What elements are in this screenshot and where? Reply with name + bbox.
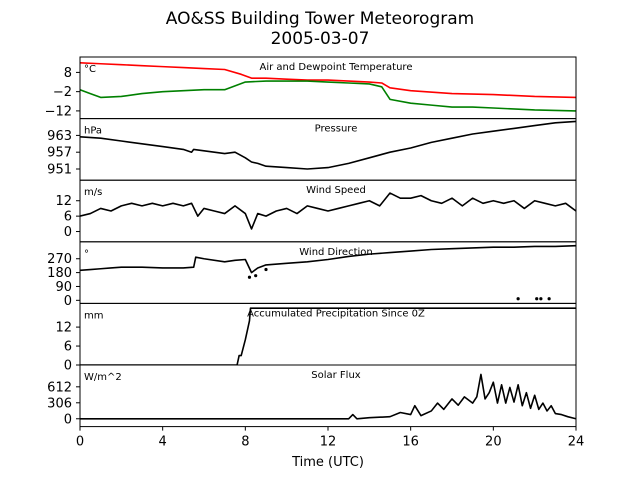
y-tick-label: 270 <box>47 252 72 267</box>
y-tick-label: 0 <box>64 225 72 240</box>
x-tick-label: 12 <box>320 435 337 450</box>
x-tick-label: 20 <box>485 435 502 450</box>
data-point <box>539 297 543 301</box>
x-axis-label: Time (UTC) <box>291 455 364 470</box>
y-tick-label: 0 <box>64 359 72 374</box>
y-tick-label: 8 <box>64 66 72 81</box>
panel-unit: hPa <box>84 126 102 137</box>
y-tick-label: 6 <box>64 340 72 355</box>
panel-unit: W/m^2 <box>84 372 122 383</box>
panel-title: Wind Direction <box>299 247 373 258</box>
y-tick-label: −12 <box>45 104 72 119</box>
panel-title: Accumulated Precipitation Since 0Z <box>247 308 425 319</box>
series-line-default <box>80 307 576 365</box>
data-point <box>516 297 520 301</box>
chart-title: AO&SS Building Tower Meteorogram <box>166 9 474 29</box>
panel-1: 963 957 951 Pressure hPa <box>47 118 577 181</box>
y-tick-label: 963 <box>47 129 72 144</box>
y-tick-label: 306 <box>47 396 72 411</box>
series-line-temperature <box>80 61 576 99</box>
series-line-dewpoint <box>80 80 576 112</box>
panel-4: 12 6 0 Accumulated Precipitation Since 0Z mm <box>55 302 577 374</box>
panel-unit: °C <box>84 64 96 75</box>
x-tick-label: 16 <box>402 435 419 450</box>
x-tick-label: 24 <box>568 435 585 450</box>
y-tick-label: 0 <box>64 294 72 309</box>
y-tick-label: 612 <box>47 380 72 395</box>
data-point <box>264 267 268 272</box>
series-line-default <box>80 244 576 274</box>
data-point <box>247 275 252 279</box>
data-point <box>547 297 551 301</box>
data-point <box>535 297 539 301</box>
x-tick-label: 4 <box>159 435 167 450</box>
panel-unit: m/s <box>84 187 102 198</box>
x-tick-label: 0 <box>76 435 84 450</box>
y-tick-label: 957 <box>47 146 72 161</box>
y-tick-label: 12 <box>55 194 72 209</box>
chart-subtitle: 2005-03-07 <box>271 29 370 49</box>
panel-unit: mm <box>84 310 103 321</box>
y-tick-label: 951 <box>47 163 72 178</box>
panel-0: 8 −2 −12 Air and Dewpoint Temperature °C <box>45 56 577 119</box>
series-line-default <box>80 192 576 230</box>
panel-title: Solar Flux <box>311 370 361 381</box>
y-tick-label: 6 <box>64 210 72 225</box>
x-axis: 0 4 8 12 16 20 24 <box>76 426 585 450</box>
y-tick-label: 0 <box>64 412 72 427</box>
y-tick-label: −2 <box>53 85 72 100</box>
y-tick-label: 90 <box>55 280 72 295</box>
panel-unit: ° <box>84 249 89 260</box>
panel-title: Air and Dewpoint Temperature <box>260 62 413 73</box>
panel-title: Wind Speed <box>306 185 366 196</box>
series-line-default <box>80 120 576 170</box>
panel-title: Pressure <box>315 124 358 135</box>
series-line-default <box>80 373 576 420</box>
data-point <box>254 274 258 278</box>
x-tick-label: 8 <box>241 435 249 450</box>
y-tick-label: 12 <box>55 321 72 336</box>
y-tick-label: 180 <box>47 266 72 281</box>
